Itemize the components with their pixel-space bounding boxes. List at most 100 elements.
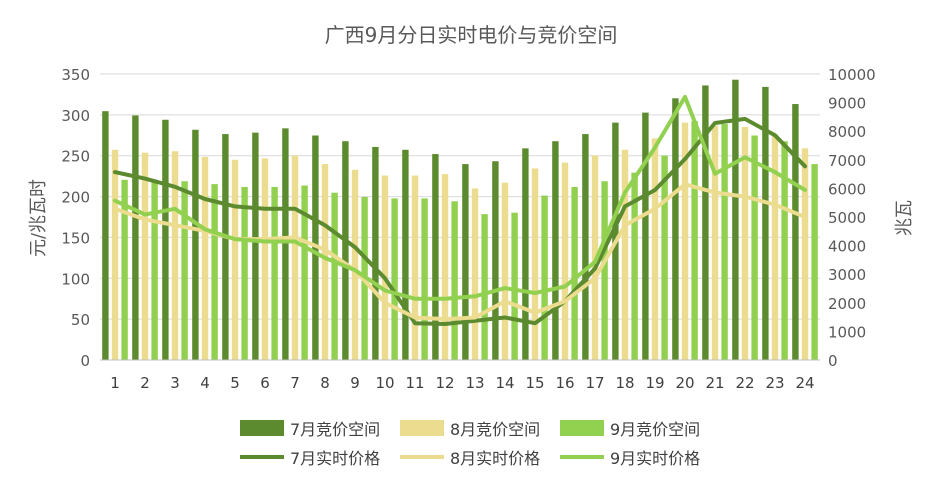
x-tick-label: 13 xyxy=(465,374,484,392)
legend-label: 9月实时价格 xyxy=(610,449,700,468)
bar xyxy=(321,164,329,360)
bar xyxy=(601,181,608,360)
x-tick-label: 18 xyxy=(615,374,634,392)
bar xyxy=(582,134,589,360)
axes: 0 50 100 150 200 250 300 350 0 1000 2000 3000 4000 50… xyxy=(61,66,875,392)
legend-label: 8月竞价空间 xyxy=(450,420,540,439)
legend-swatch xyxy=(560,420,604,436)
bar xyxy=(402,149,409,360)
x-tick-label: 11 xyxy=(405,374,424,392)
bar xyxy=(571,186,578,360)
bar xyxy=(691,121,698,360)
bar xyxy=(241,186,248,360)
bar xyxy=(501,182,509,360)
bar xyxy=(102,111,109,361)
bar xyxy=(451,201,458,360)
bar xyxy=(252,132,259,360)
x-tick-label: 2 xyxy=(140,374,150,392)
bar xyxy=(331,192,338,360)
bar xyxy=(552,141,559,360)
bar xyxy=(291,155,299,360)
bar xyxy=(631,172,638,360)
x-tick-label: 17 xyxy=(585,374,604,392)
bar xyxy=(681,122,689,361)
gridlines xyxy=(100,73,820,361)
legend-label: 7月竞价空间 xyxy=(290,420,380,439)
bar xyxy=(541,195,548,360)
y-axis-left-label: 元/兆瓦时 xyxy=(28,179,49,257)
y-right-tick-label: 5000 xyxy=(828,209,866,227)
bar xyxy=(151,179,158,360)
x-tick-label: 9 xyxy=(350,374,360,392)
bar xyxy=(462,164,469,360)
x-tick-label: 15 xyxy=(525,374,544,392)
bar xyxy=(231,159,239,360)
bar xyxy=(792,104,799,360)
bar xyxy=(781,141,788,360)
y-left-tick-label: 100 xyxy=(61,270,90,288)
bar xyxy=(471,188,479,360)
bar xyxy=(511,212,518,360)
bar xyxy=(441,174,449,360)
x-tick-label: 7 xyxy=(290,374,300,392)
y-left-tick-label: 250 xyxy=(61,148,90,166)
bar xyxy=(171,151,179,360)
bar xyxy=(261,158,269,360)
bar xyxy=(162,119,169,360)
bar xyxy=(651,138,659,360)
y-left-tick-label: 200 xyxy=(61,189,90,207)
y-right-tick-label: 4000 xyxy=(828,238,866,256)
bar xyxy=(531,168,539,360)
x-tick-label: 21 xyxy=(705,374,724,392)
series-line xyxy=(113,116,807,326)
bar xyxy=(381,175,389,360)
x-tick-label: 12 xyxy=(435,374,454,392)
bar xyxy=(642,112,649,360)
x-tick-label: 24 xyxy=(795,374,814,392)
bar xyxy=(211,184,218,360)
x-tick-label: 5 xyxy=(230,374,240,392)
bar xyxy=(301,185,308,360)
bar xyxy=(561,162,569,360)
x-tick-label: 14 xyxy=(495,374,514,392)
bar xyxy=(391,198,398,360)
x-tick-label: 23 xyxy=(765,374,784,392)
bar xyxy=(351,169,359,360)
bar xyxy=(201,156,209,360)
bar xyxy=(271,186,278,360)
y-right-tick-label: 10000 xyxy=(828,66,876,84)
bar xyxy=(771,135,779,360)
y-left-tick-label: 300 xyxy=(61,107,90,125)
chart-title: 广西9月分日实时电价与竞价空间 xyxy=(325,23,618,47)
bar xyxy=(411,175,419,360)
bar xyxy=(811,164,818,360)
y-left-tick-label: 0 xyxy=(80,352,90,370)
bar xyxy=(432,154,439,360)
bar xyxy=(222,134,229,360)
bar xyxy=(421,198,428,360)
y-right-tick-label: 1000 xyxy=(828,323,866,341)
legend-label: 8月实时价格 xyxy=(450,449,540,468)
lines xyxy=(113,94,807,326)
x-tick-label: 10 xyxy=(375,374,394,392)
bar xyxy=(732,79,739,360)
legend: 7月竞价空间 8月竞价空间 9月竞价空间 7月实时价格 8月实时价格 9月实时价格 xyxy=(240,420,700,468)
legend-swatch xyxy=(240,420,284,436)
y-right-tick-label: 9000 xyxy=(828,95,866,113)
x-tick-label: 1 xyxy=(110,374,120,392)
bar xyxy=(132,115,139,360)
legend-swatch xyxy=(400,420,444,436)
y-left-tick-label: 150 xyxy=(61,229,90,247)
bar xyxy=(372,146,379,360)
y-left-tick-label: 350 xyxy=(61,66,90,84)
x-tick-label: 3 xyxy=(170,374,180,392)
y-right-tick-label: 8000 xyxy=(828,123,866,141)
bar xyxy=(492,161,499,360)
y-right-tick-label: 7000 xyxy=(828,152,866,170)
bar xyxy=(621,149,629,360)
bar xyxy=(762,86,769,361)
bar xyxy=(141,152,149,360)
bar xyxy=(481,214,488,360)
